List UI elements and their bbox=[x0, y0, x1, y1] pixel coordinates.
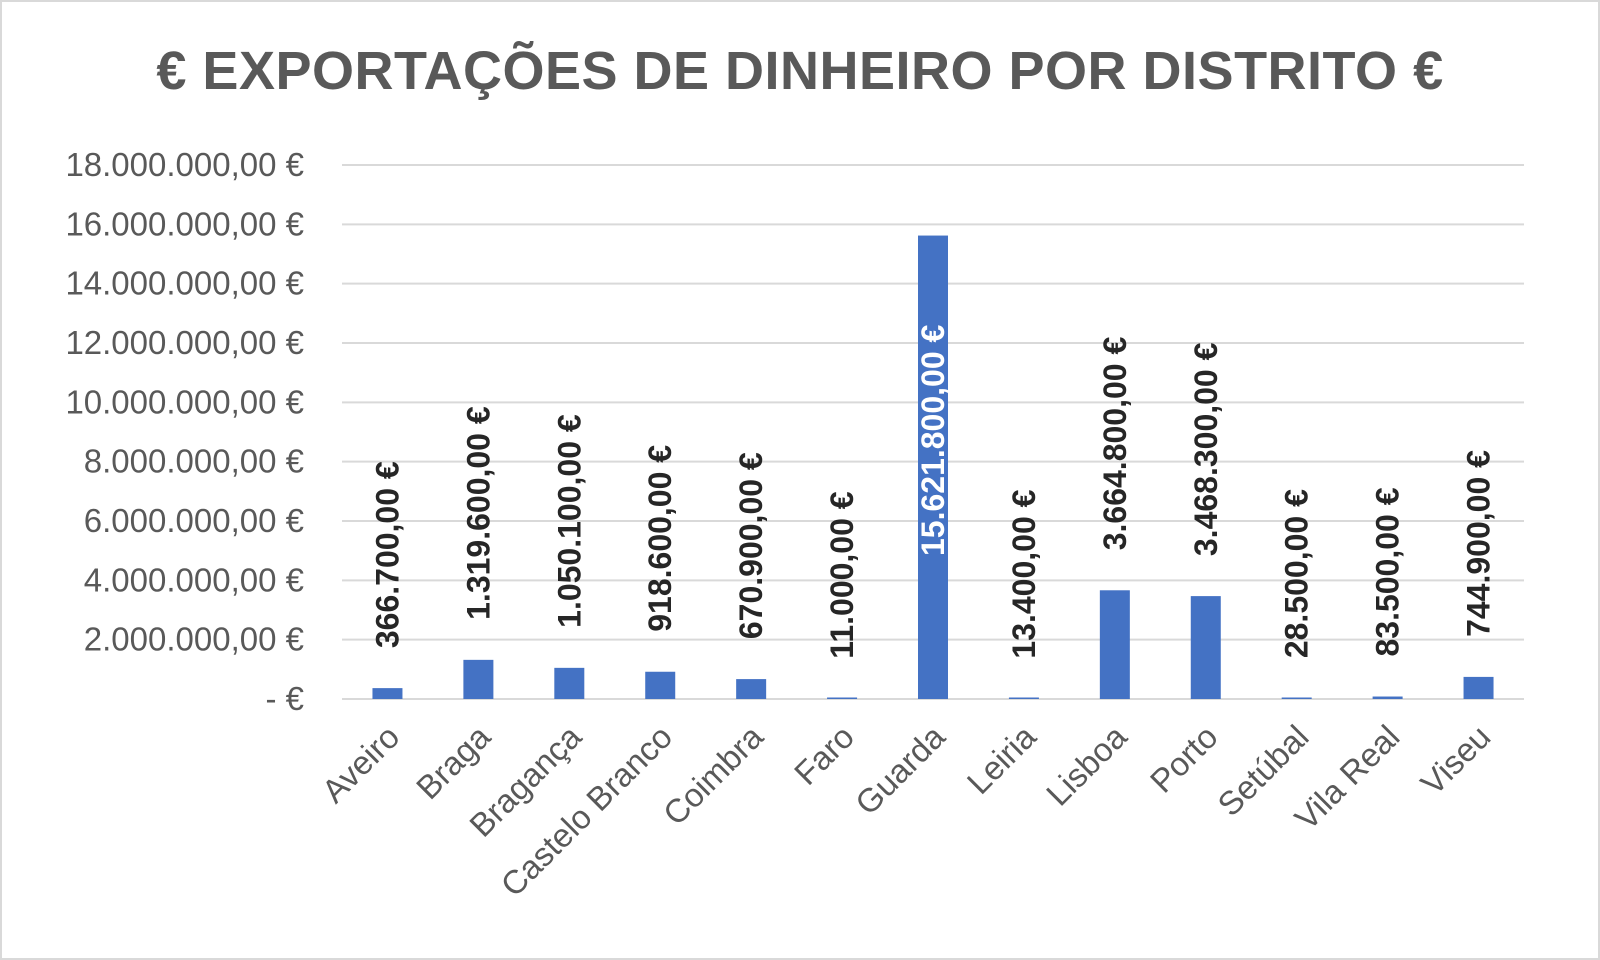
bar-viseu bbox=[1463, 676, 1494, 699]
data-label: 744.900,00 € bbox=[1461, 450, 1497, 637]
x-category-label: Guarda bbox=[848, 717, 952, 821]
y-tick-label: 6.000.000,00 € bbox=[84, 502, 304, 539]
y-axis-tick-labels: - € 2.000.000,00 € 4.000.000,00 € 6.000.000… bbox=[65, 146, 304, 717]
data-label: 1.050.100,00 € bbox=[551, 414, 587, 628]
chart-title: € EXPORTAÇÕES DE DINHEIRO POR DISTRITO € bbox=[156, 41, 1444, 101]
y-tick-label: 10.000.000,00 € bbox=[65, 383, 304, 420]
bar-porto bbox=[1190, 596, 1221, 699]
y-tick-label: 16.000.000,00 € bbox=[65, 205, 304, 242]
x-category-label: Faro bbox=[787, 718, 861, 792]
y-tick-label: - € bbox=[265, 680, 304, 717]
bar-coimbra bbox=[736, 679, 767, 699]
bar-aveiro bbox=[372, 688, 403, 699]
data-label: 15.621.800,00 € bbox=[915, 324, 951, 556]
x-category-label: Lisboa bbox=[1039, 717, 1134, 812]
data-label: 670.900,00 € bbox=[733, 452, 769, 639]
data-label: 11.000,00 € bbox=[824, 491, 860, 658]
data-label: 1.319.600,00 € bbox=[460, 406, 496, 620]
bar-faro bbox=[827, 697, 858, 699]
data-label: 918.600,00 € bbox=[642, 445, 678, 632]
x-category-label: Aveiro bbox=[315, 718, 407, 810]
y-tick-label: 8.000.000,00 € bbox=[84, 443, 304, 480]
y-tick-label: 2.000.000,00 € bbox=[84, 621, 304, 658]
data-label: 28.500,00 € bbox=[1279, 489, 1315, 658]
bar-lisboa bbox=[1099, 590, 1130, 699]
x-category-label: Leiria bbox=[960, 717, 1044, 801]
y-tick-label: 4.000.000,00 € bbox=[84, 561, 304, 598]
bar-guarda bbox=[918, 235, 948, 699]
data-label: 366.700,00 € bbox=[369, 461, 405, 648]
x-category-label: Viseu bbox=[1413, 718, 1497, 802]
data-label: 3.468.300,00 € bbox=[1188, 342, 1224, 556]
data-labels: 366.700,00 € 1.319.600,00 € 1.050.100,00 €… bbox=[369, 324, 1496, 658]
bar-vila-real bbox=[1372, 696, 1403, 699]
bar-castelo-branco bbox=[645, 671, 676, 699]
bar-leiria bbox=[1008, 697, 1039, 699]
bar-set-bal bbox=[1281, 697, 1312, 699]
bar-braga bbox=[463, 659, 494, 699]
data-label: 13.400,00 € bbox=[1006, 489, 1042, 658]
bar-bragan-a bbox=[554, 667, 585, 699]
y-tick-label: 12.000.000,00 € bbox=[65, 324, 304, 361]
y-tick-label: 14.000.000,00 € bbox=[65, 265, 304, 302]
x-category-label: Coimbra bbox=[656, 717, 771, 832]
y-tick-label: 18.000.000,00 € bbox=[65, 146, 304, 183]
x-category-label: Braga bbox=[409, 717, 498, 806]
bars bbox=[372, 235, 1494, 699]
data-label: 83.500,00 € bbox=[1370, 487, 1406, 656]
x-category-label: Porto bbox=[1143, 718, 1225, 800]
data-label: 3.664.800,00 € bbox=[1097, 337, 1133, 551]
